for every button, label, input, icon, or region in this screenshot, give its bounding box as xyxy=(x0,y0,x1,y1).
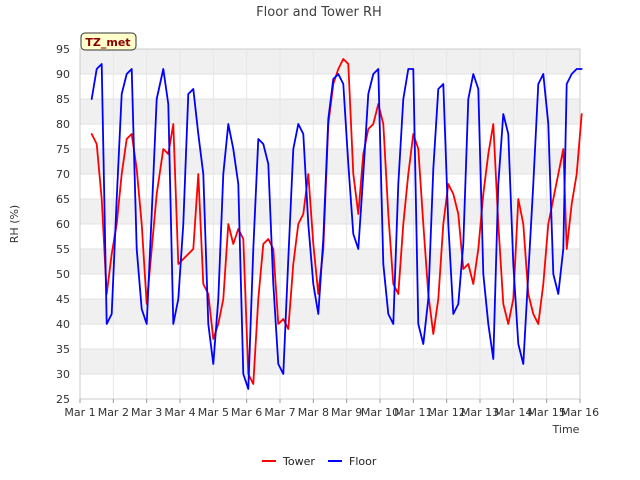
grid-band xyxy=(80,124,580,149)
x-tick-label: Mar 1 xyxy=(64,406,95,419)
grid-band xyxy=(80,224,580,249)
y-tick-label: 50 xyxy=(56,268,70,281)
plot-frame xyxy=(79,48,581,400)
x-axis-label: Time xyxy=(552,423,580,436)
y-tick-label: 55 xyxy=(56,243,70,256)
grid-band xyxy=(80,174,580,199)
series-layer xyxy=(90,58,583,390)
x-tick-label: Mar 15 xyxy=(528,406,566,419)
y-tick-label: 60 xyxy=(56,218,70,231)
y-tick-label: 85 xyxy=(56,93,70,106)
y-tick-label: 95 xyxy=(56,43,70,56)
legend-label-floor: Floor xyxy=(349,455,377,468)
grid-band xyxy=(80,324,580,349)
x-tick-label: Mar 8 xyxy=(298,406,329,419)
y-tick-label: 45 xyxy=(56,293,70,306)
grid-band xyxy=(80,274,580,299)
x-tick-label: Mar 16 xyxy=(561,406,599,419)
series-line-tower xyxy=(90,58,583,385)
y-axis-ticks: 25 30 35 40 45 50 55 60 65 70 75 80 85 90 95 xyxy=(56,43,70,406)
x-tick-label: Mar 4 xyxy=(164,406,195,419)
x-tick-label: Mar 6 xyxy=(231,406,262,419)
chart-title: Floor and Tower RH xyxy=(256,5,382,20)
x-tick-label: Mar 14 xyxy=(494,406,532,419)
x-tick-label: Mar 2 xyxy=(98,406,129,419)
y-tick-label: 35 xyxy=(56,343,70,356)
grid-band xyxy=(80,299,580,324)
y-tick-label: 70 xyxy=(56,168,70,181)
legend-item-tower: Tower xyxy=(262,455,315,468)
legend-label-tower: Tower xyxy=(282,455,315,468)
y-tick-label: 80 xyxy=(56,118,70,131)
grid-band xyxy=(80,49,580,74)
y-tick-label: 40 xyxy=(56,318,70,331)
x-tick-label: Mar 11 xyxy=(394,406,432,419)
series-line-floor xyxy=(90,63,583,390)
x-axis-ticks: Mar 1 Mar 2 Mar 3 Mar 4 Mar 5 Mar 6 Mar 7 Mar 8… xyxy=(64,399,599,419)
y-tick-label: 90 xyxy=(56,68,70,81)
badge-label: TZ_met xyxy=(85,36,130,49)
badge-box xyxy=(80,32,137,51)
y-tick-label: 30 xyxy=(56,368,70,381)
legend: Tower Floor xyxy=(262,455,377,468)
x-tick-label: Mar 13 xyxy=(461,406,499,419)
y-tick-label: 65 xyxy=(56,193,70,206)
y-tick-label: 25 xyxy=(56,393,70,406)
grid-band xyxy=(80,249,580,274)
x-tick-label: Mar 7 xyxy=(264,406,295,419)
tz-met-badge: TZ_met xyxy=(80,32,137,51)
x-tick-label: Mar 12 xyxy=(428,406,466,419)
legend-item-floor: Floor xyxy=(328,455,377,468)
y-tick-label: 75 xyxy=(56,143,70,156)
grid-band xyxy=(80,374,580,399)
plot-background-bands xyxy=(79,48,581,400)
y-axis-label: RH (%) xyxy=(8,205,21,243)
x-tick-label: Mar 5 xyxy=(198,406,229,419)
x-tick-label: Mar 10 xyxy=(361,406,399,419)
x-tick-label: Mar 9 xyxy=(331,406,362,419)
x-tick-label: Mar 3 xyxy=(131,406,162,419)
grid-band xyxy=(80,74,580,99)
grid-band xyxy=(80,349,580,374)
